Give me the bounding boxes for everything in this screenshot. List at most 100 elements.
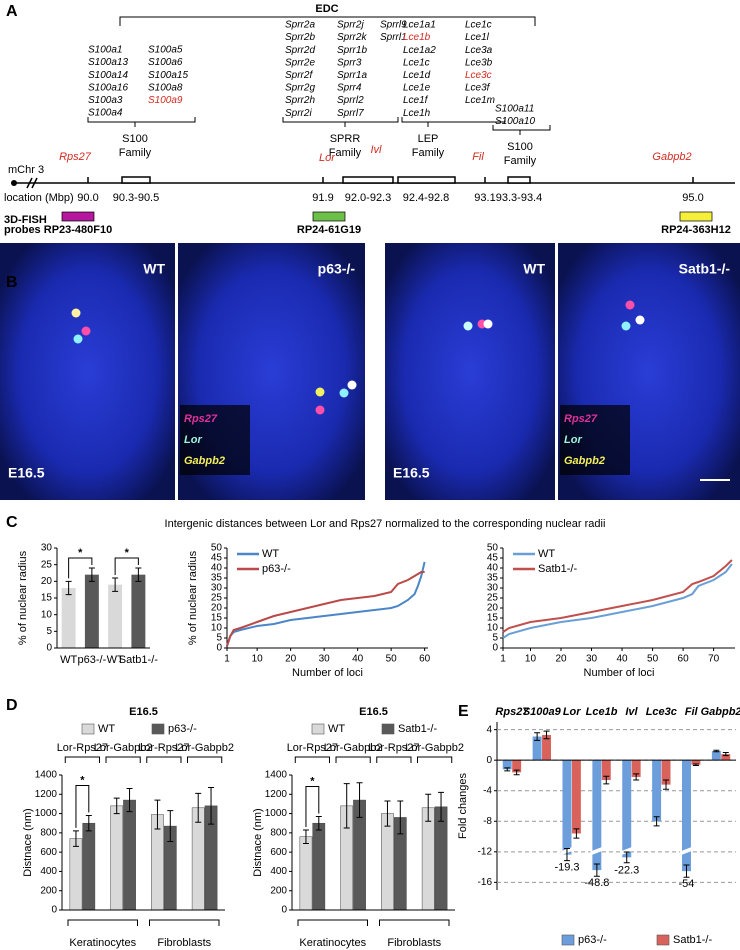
gene-name: Sprr1a <box>337 70 367 81</box>
gene-name: Sprrl9 <box>380 20 407 31</box>
error-bar <box>722 752 729 757</box>
gene-name: S100a6 <box>148 57 183 68</box>
gene-name: S100a4 <box>88 108 123 119</box>
y-axis-label: % of nuclear radius <box>17 550 29 645</box>
y-tick-label: 0 <box>216 643 222 654</box>
location-value: 93.1 <box>474 192 495 204</box>
gene-name: Sprrl1 <box>380 32 407 43</box>
x-tick-label: Lor <box>563 706 581 718</box>
probes-label: probes <box>4 224 41 236</box>
fish-signal <box>71 308 81 318</box>
gene-name: S100a13 <box>88 57 128 68</box>
gene-name: Lce1h <box>403 108 431 119</box>
fish-signal <box>73 334 83 344</box>
edc-label: EDC <box>315 3 338 15</box>
section-label: Fibroblasts <box>157 937 211 949</box>
gene-name: Lce1c <box>465 20 492 31</box>
error-bar <box>633 773 640 781</box>
y-tick-label: 4 <box>486 724 492 735</box>
significance-bracket <box>305 785 320 827</box>
gene-name: Sprrl2 <box>337 95 364 106</box>
chart-title: E16.5 <box>129 706 158 718</box>
family-label: S100 <box>507 141 533 153</box>
break-mark <box>26 177 38 189</box>
legend-label: Rps27 <box>184 413 218 425</box>
gene-name: S100a14 <box>88 70 128 81</box>
gene-name: Sprr2i <box>285 108 312 119</box>
x-tick-label: Ivl <box>625 706 638 718</box>
x-tick-label: 50 <box>647 654 659 665</box>
y-tick-label: 1200 <box>265 789 288 800</box>
fish-signal <box>483 319 493 329</box>
y-tick-label: 35 <box>211 573 223 584</box>
family-label: SPRR <box>330 133 361 145</box>
value-label: -19.3 <box>554 861 579 873</box>
fish-signal <box>621 321 631 331</box>
y-tick-label: 45 <box>487 553 499 564</box>
gene-name: S100a10 <box>495 116 535 127</box>
data-line <box>502 559 733 633</box>
family-label: LEP <box>418 133 439 145</box>
bar <box>84 574 99 648</box>
fish-signal <box>635 315 645 325</box>
gene-name: Sprr2h <box>285 95 315 106</box>
y-axis-label: % of nuclear radius <box>187 550 199 645</box>
gene-name: Sprr2k <box>337 32 367 43</box>
fish-signal <box>81 326 91 336</box>
y-tick-label: 30 <box>41 543 53 554</box>
legend-box <box>180 405 250 475</box>
y-tick-label: 1200 <box>35 789 58 800</box>
bar <box>502 760 512 770</box>
y-tick-label: 200 <box>40 885 57 896</box>
y-tick-label: 1000 <box>265 808 288 819</box>
fish-signal <box>347 380 357 390</box>
bar <box>631 760 641 777</box>
y-tick-label: -16 <box>478 877 493 888</box>
error-bar <box>167 810 174 843</box>
stage-label: E16.5 <box>8 465 45 481</box>
error-bar <box>343 783 350 829</box>
edc-bracket <box>119 16 536 26</box>
bar <box>61 588 76 648</box>
y-tick-label: 400 <box>270 866 287 877</box>
bar <box>381 813 394 911</box>
error-bar <box>563 847 570 862</box>
y-tick-label: 800 <box>270 827 287 838</box>
panel-label: D <box>6 697 18 714</box>
error-bar <box>195 792 202 823</box>
y-tick-label: 5 <box>46 626 52 637</box>
section-bracket <box>297 919 368 926</box>
probe-label: RP24-363H12 <box>661 224 731 236</box>
gene-name: S100a16 <box>88 82 128 93</box>
x-tick-label: 20 <box>285 654 297 665</box>
probe-label: RP24-61G19 <box>297 224 361 236</box>
gene-name: Lce3c <box>465 70 492 81</box>
gene-name: S100a15 <box>148 70 188 81</box>
gene-name: S100a3 <box>88 95 123 106</box>
error-bar <box>72 830 79 847</box>
x-axis-label: Number of loci <box>584 667 655 679</box>
section-bracket <box>67 919 138 926</box>
x-tick-label: 50 <box>386 654 398 665</box>
x-tick-label: p63-/- <box>78 654 107 666</box>
bar <box>661 760 671 785</box>
data-line <box>226 561 426 647</box>
gene-name: Lce1m <box>465 95 495 106</box>
bar <box>652 760 662 822</box>
locus-label: Gabpb2 <box>652 151 691 163</box>
gene-name: Sprr2e <box>285 57 315 68</box>
probes-label: 3D-FISH <box>4 214 47 226</box>
gene-name: Lce1d <box>403 70 431 81</box>
microscopy-image <box>385 243 555 500</box>
significance-label: * <box>78 547 83 559</box>
x-tick-label: 70 <box>708 654 720 665</box>
location-value: 90.0 <box>77 192 98 204</box>
error-bar <box>513 769 520 776</box>
family-box <box>397 176 456 184</box>
legend-label: WT <box>538 548 555 560</box>
section-label: Keratinocytes <box>69 937 136 949</box>
panel-label: C <box>6 514 18 531</box>
y-tick-label: 1400 <box>35 770 58 781</box>
bar <box>312 822 326 911</box>
bar <box>711 751 721 761</box>
